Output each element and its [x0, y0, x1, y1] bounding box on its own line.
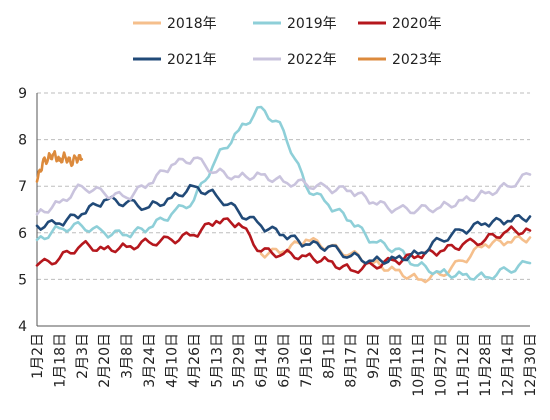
- x-tick-label: 4月26日: [187, 333, 203, 388]
- x-tick-label: 2月20日: [97, 333, 113, 388]
- series-line-2022年: [35, 156, 532, 216]
- legend-item: 2023年: [358, 52, 442, 68]
- legend-label: 2021年: [167, 52, 217, 68]
- x-tick-label: 5月29日: [232, 333, 248, 388]
- x-tick-label: 4月10日: [164, 333, 180, 388]
- x-tick-label: 5月13日: [209, 333, 225, 388]
- x-tick-label: 8月17日: [344, 333, 360, 388]
- y-tick-label: 7: [18, 179, 27, 195]
- legend: 2018年 2019年 2020年 2021年 2022年 2023年: [133, 16, 442, 68]
- x-tick-label: 9月18日: [389, 333, 405, 388]
- legend-label: 2020年: [392, 16, 442, 32]
- x-tick-label: 3月24日: [142, 333, 158, 388]
- x-tick-label: 10月11日: [411, 333, 427, 397]
- x-tick-label: 12月14日: [501, 333, 517, 397]
- legend-label: 2018年: [167, 16, 217, 32]
- y-tick-label: 9: [18, 86, 27, 102]
- legend-item: 2018年: [133, 16, 217, 32]
- x-tick-label: 7月16日: [299, 333, 315, 388]
- x-tick-label: 3月8日: [120, 333, 136, 379]
- legend-label: 2022年: [287, 52, 337, 68]
- x-axis: 1月2日 1月18日 2月3日 2月20日 3月8日 3月24日 4月10日 4月26日 5月1…: [30, 325, 539, 397]
- series-line-2019年: [35, 105, 532, 281]
- y-axis: 4 5 6 7 8 9: [18, 86, 38, 335]
- x-tick-label: 11月12日: [456, 333, 472, 397]
- y-tick-label: 5: [18, 272, 27, 288]
- legend-label: 2023年: [392, 52, 442, 68]
- series-line-2021年: [35, 183, 532, 265]
- y-tick-label: 6: [18, 226, 27, 242]
- x-tick-label: 6月30日: [277, 333, 293, 388]
- x-tick-label: 12月30日: [523, 333, 539, 397]
- x-tick-label: 9月2日: [366, 333, 382, 379]
- legend-item: 2022年: [253, 52, 337, 68]
- legend-item: 2021年: [133, 52, 217, 68]
- series-line-2018年: [259, 234, 532, 284]
- x-tick-label: 11月28日: [478, 333, 494, 397]
- x-tick-label: 10月27日: [433, 333, 449, 397]
- x-tick-label: 6月14日: [254, 333, 270, 388]
- series-line-2023年: [35, 150, 84, 183]
- x-tick-label: 8月1日: [321, 333, 337, 379]
- series-lines: [35, 105, 532, 284]
- y-tick-label: 4: [18, 319, 27, 335]
- legend-item: 2019年: [253, 16, 337, 32]
- x-tick-label: 2月3日: [75, 333, 91, 379]
- gridlines: [37, 92, 530, 280]
- series-line-2020年: [35, 217, 532, 274]
- legend-label: 2019年: [287, 16, 337, 32]
- legend-item: 2020年: [358, 16, 442, 32]
- x-tick-label: 1月18日: [52, 333, 68, 388]
- y-tick-label: 8: [18, 133, 27, 149]
- x-tick-label: 1月2日: [30, 333, 46, 379]
